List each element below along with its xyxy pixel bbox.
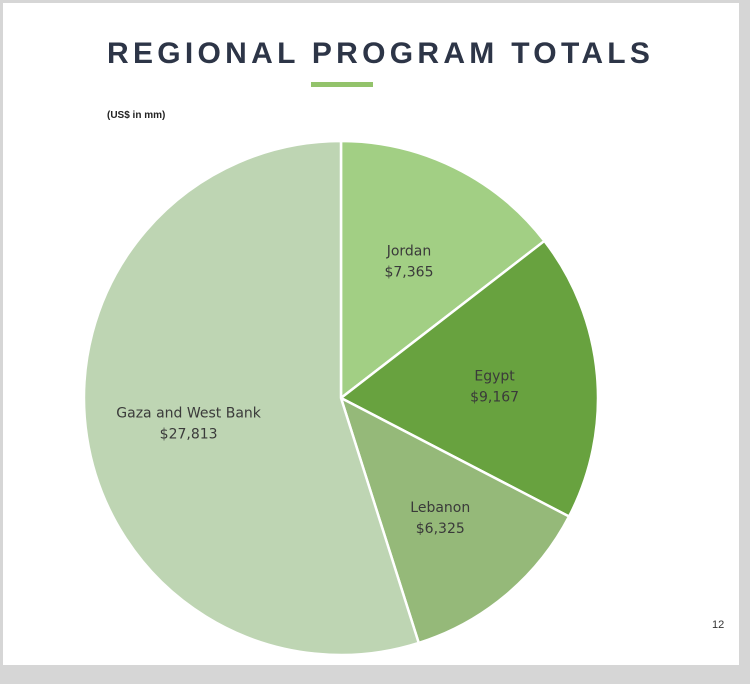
pie-slice-jordan bbox=[339, 139, 546, 400]
slice-label-lebanon: Lebanon bbox=[410, 500, 470, 516]
title-accent-bar bbox=[311, 82, 373, 87]
pie-slice-lebanon bbox=[339, 396, 571, 645]
pie-slice-gaza-and-west-bank bbox=[82, 139, 420, 657]
slice-label-egypt: Egypt bbox=[474, 368, 515, 384]
unit-subtitle: (US$ in mm) bbox=[107, 110, 166, 121]
slice-value-lebanon: $6,325 bbox=[416, 521, 465, 537]
slice-value-egypt: $9,167 bbox=[470, 389, 519, 405]
slice-label-gaza-and-west-bank: Gaza and West Bank bbox=[116, 406, 262, 422]
slide-title: REGIONAL PROGRAM TOTALS bbox=[107, 37, 655, 70]
slice-value-gaza-and-west-bank: $27,813 bbox=[160, 427, 218, 443]
slice-label-jordan: Jordan bbox=[386, 244, 432, 260]
pie-labels: Jordan $7,365 Egypt $9,167 Lebanon $6,325 Gaza… bbox=[116, 244, 519, 537]
pie-slice-egypt bbox=[339, 239, 600, 518]
pie-slices bbox=[82, 139, 600, 657]
page-number: 12 bbox=[712, 619, 725, 631]
slice-value-jordan: $7,365 bbox=[384, 265, 433, 281]
